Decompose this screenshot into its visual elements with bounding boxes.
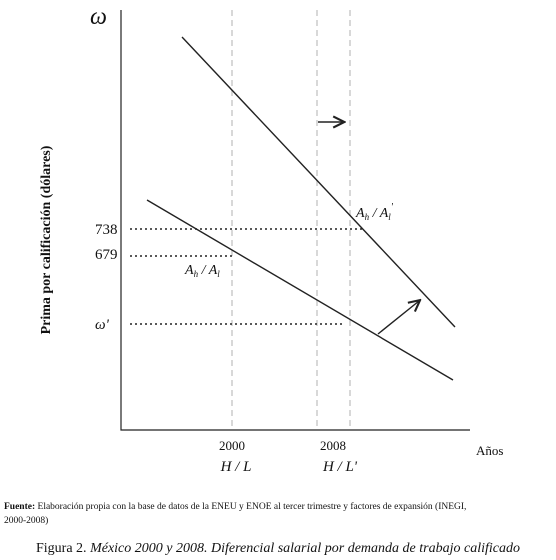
curve-2000	[146, 199, 454, 381]
period-ratio: H / L	[220, 459, 252, 475]
source-note: Fuente: Elaboración propia con la base d…	[4, 501, 466, 512]
curve-label: Ah / Al'	[355, 202, 394, 222]
level-label: ω'	[95, 317, 110, 333]
y-axis-label: Prima por calificación (dólares)	[39, 145, 54, 334]
y-symbol: ω	[90, 4, 107, 30]
level-label: 738	[95, 222, 118, 238]
shift-arrow	[377, 301, 419, 335]
curve-2008	[181, 36, 456, 328]
level-label: 679	[95, 247, 118, 263]
period-year: 2008	[320, 438, 346, 453]
period-year: 2000	[219, 438, 245, 453]
source-note: 2000-2008)	[4, 515, 48, 526]
period-ratio: H / L'	[322, 459, 358, 475]
axes	[120, 10, 470, 431]
caption: Figura 2. México 2000 y 2008. Diferencia…	[36, 541, 520, 556]
guides	[130, 10, 365, 430]
curve-label: Ah / Al	[184, 263, 220, 279]
x-axis-label: Años	[476, 443, 503, 458]
